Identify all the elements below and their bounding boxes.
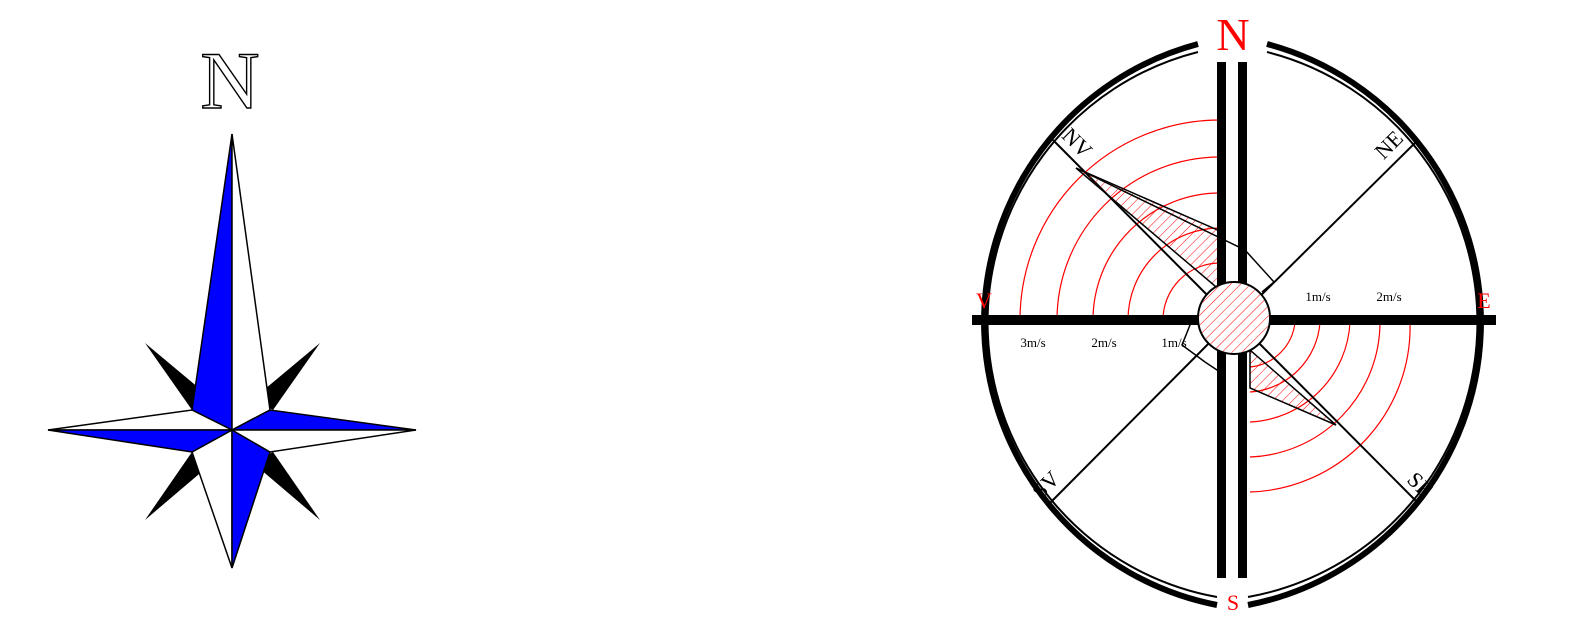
rose-south-right [231, 428, 271, 569]
rose-point-sw [145, 452, 212, 520]
wind-polygon-outline-sw [1181, 319, 1221, 373]
axis-se [1235, 319, 1419, 504]
speed-label-east-2: 2m/s [1376, 289, 1401, 304]
rose-north-label: N [200, 35, 259, 126]
wind-diagram: N S V E NV NE SV SE 3m/s 2m/s 1m/s 1m/s … [972, 9, 1496, 615]
rose-east-bottom [229, 429, 417, 453]
outer-ring-thick-right [1247, 41, 1484, 608]
rose-north-right [231, 133, 271, 432]
label-south: S [1227, 590, 1239, 615]
rose-west-bottom [47, 429, 233, 453]
axis-nw [1052, 139, 1233, 321]
label-sw: SV [1027, 466, 1065, 504]
wind-polygon-outline [1075, 167, 1276, 293]
speed-label-west-3: 3m/s [1020, 335, 1045, 350]
outer-ring-thin-right [1247, 51, 1479, 598]
outer-ring-thick-left [981, 41, 1218, 608]
center-calm-hatch [1199, 283, 1269, 353]
rose-north-left [191, 133, 233, 432]
axis-sw [1049, 319, 1233, 504]
label-west: V [976, 288, 992, 313]
wind-shape-se [1249, 348, 1337, 426]
rose-point-ne [253, 343, 320, 410]
speed-label-west-2: 2m/s [1091, 335, 1116, 350]
speed-label-east-1: 1m/s [1305, 289, 1330, 304]
se-speed-arcs [1249, 321, 1411, 493]
compass-rose: N [47, 34, 417, 569]
diagonal-axes [1049, 139, 1419, 504]
axis-ne [1235, 139, 1419, 321]
rose-point-se [253, 452, 320, 520]
speed-labels: 3m/s 2m/s 1m/s 1m/s 2m/s [1020, 289, 1401, 350]
speed-label-west-1: 1m/s [1161, 335, 1186, 350]
wind-shape-nw [1075, 167, 1223, 294]
label-north: N [1216, 9, 1249, 60]
label-nw: NV [1057, 123, 1097, 163]
outer-ring-thin-left [986, 51, 1218, 598]
label-east: E [1477, 288, 1490, 313]
rose-south-left [191, 428, 233, 569]
